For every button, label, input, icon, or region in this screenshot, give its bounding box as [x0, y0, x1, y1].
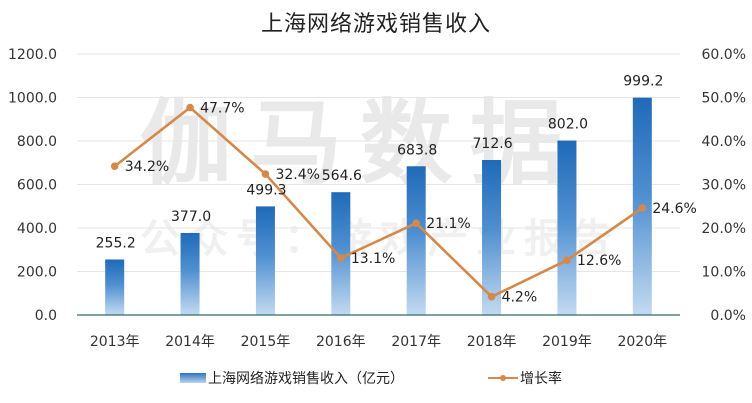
- growth-marker: [110, 162, 119, 171]
- revenue-bar: [406, 166, 426, 315]
- left-y-tick: 1000.0: [8, 91, 57, 107]
- growth-value-label: 4.2%: [502, 290, 538, 306]
- growth-value-label: 47.7%: [200, 101, 244, 117]
- growth-value-label: 24.6%: [652, 201, 696, 217]
- left-y-tick: 600.0: [17, 178, 57, 194]
- bar-value-label: 999.2: [623, 74, 663, 90]
- legend-label-growth: 增长率: [520, 371, 562, 387]
- left-y-tick: 0.0: [35, 308, 57, 324]
- right-y-tick: 60.0%: [702, 47, 746, 63]
- growth-marker: [412, 219, 420, 228]
- bar-series: [105, 97, 652, 315]
- revenue-bar: [482, 160, 502, 315]
- growth-value-label: 12.6%: [577, 253, 621, 269]
- left-y-tick: 800.0: [17, 134, 57, 150]
- right-y-tick: 40.0%: [702, 134, 746, 150]
- x-tick: 2016年: [316, 334, 366, 350]
- x-tick: 2013年: [90, 334, 140, 350]
- growth-value-label: 13.1%: [351, 251, 395, 267]
- bar-value-label: 564.6: [322, 168, 362, 184]
- x-tick: 2018年: [467, 334, 517, 350]
- line-marker-swatch-icon: [488, 372, 518, 384]
- legend-label-revenue: 上海网络游戏销售收入（亿元）: [208, 371, 404, 387]
- growth-line-series: [110, 103, 647, 301]
- bar-value-label: 255.2: [96, 235, 136, 251]
- revenue-bar: [105, 259, 125, 315]
- svg-text:公众号：游戏产业报告: 公众号：游戏产业报告: [140, 216, 620, 262]
- left-y-axis-ticks: 0.0 200.0 400.0 600.0 800.0 1000.0 1200.0: [8, 47, 57, 324]
- x-tick: 2019年: [542, 334, 592, 350]
- left-y-tick: 1200.0: [8, 47, 57, 63]
- growth-marker: [337, 254, 345, 262]
- revenue-bar: [557, 140, 577, 315]
- right-y-tick: 10.0%: [702, 265, 746, 281]
- revenue-bar: [255, 206, 275, 315]
- right-y-tick: 30.0%: [702, 178, 746, 194]
- growth-value-label: 34.2%: [125, 159, 169, 175]
- growth-marker: [638, 204, 647, 212]
- legend-item-revenue: 上海网络游戏销售收入（亿元）: [180, 368, 404, 388]
- right-y-tick: 20.0%: [702, 221, 746, 237]
- x-tick: 2015年: [241, 334, 291, 350]
- x-axis-ticks: 2013年 2014年 2015年 2016年 2017年 2018年 2019年 2020年: [90, 334, 667, 350]
- bar-value-label: 712.6: [473, 136, 513, 152]
- bar-value-label: 377.0: [171, 209, 211, 225]
- growth-value-label: 21.1%: [426, 216, 470, 232]
- bar-value-label: 499.3: [246, 182, 286, 198]
- right-y-tick: 50.0%: [702, 91, 746, 107]
- data-labels: 255.2 377.0 499.3 564.6 683.8 712.6 802.0 999.2…: [96, 74, 697, 306]
- growth-marker: [186, 103, 194, 112]
- legend: 上海网络游戏销售收入（亿元） 增长率: [0, 368, 752, 392]
- left-y-tick: 400.0: [17, 221, 57, 237]
- right-y-tick: 0.0%: [710, 308, 746, 324]
- growth-value-label: 32.4%: [275, 167, 319, 183]
- gridlines: [77, 53, 680, 272]
- revenue-bar: [331, 192, 351, 315]
- right-y-axis-ticks: 0.0% 10.0% 20.0% 30.0% 40.0% 50.0% 60.0%: [702, 47, 746, 324]
- bar-swatch-icon: [180, 373, 206, 383]
- x-tick: 2014年: [165, 334, 215, 350]
- bar-value-label: 683.8: [397, 142, 437, 158]
- x-tick: 2017年: [391, 334, 441, 350]
- growth-line: [113, 106, 644, 299]
- left-y-tick: 200.0: [17, 265, 57, 281]
- revenue-bar: [180, 233, 200, 315]
- growth-marker: [261, 170, 270, 178]
- chart-title: 上海网络游戏销售收入: [260, 12, 491, 37]
- growth-marker: [563, 256, 571, 264]
- bar-value-label: 802.0: [548, 117, 588, 133]
- legend-item-growth: 增长率: [488, 368, 562, 388]
- x-tick: 2020年: [617, 334, 667, 350]
- growth-marker: [487, 292, 496, 301]
